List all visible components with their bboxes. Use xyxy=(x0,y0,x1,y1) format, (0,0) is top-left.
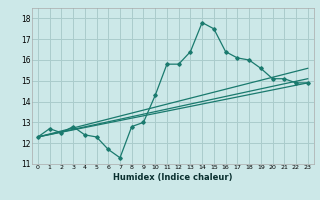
X-axis label: Humidex (Indice chaleur): Humidex (Indice chaleur) xyxy=(113,173,233,182)
